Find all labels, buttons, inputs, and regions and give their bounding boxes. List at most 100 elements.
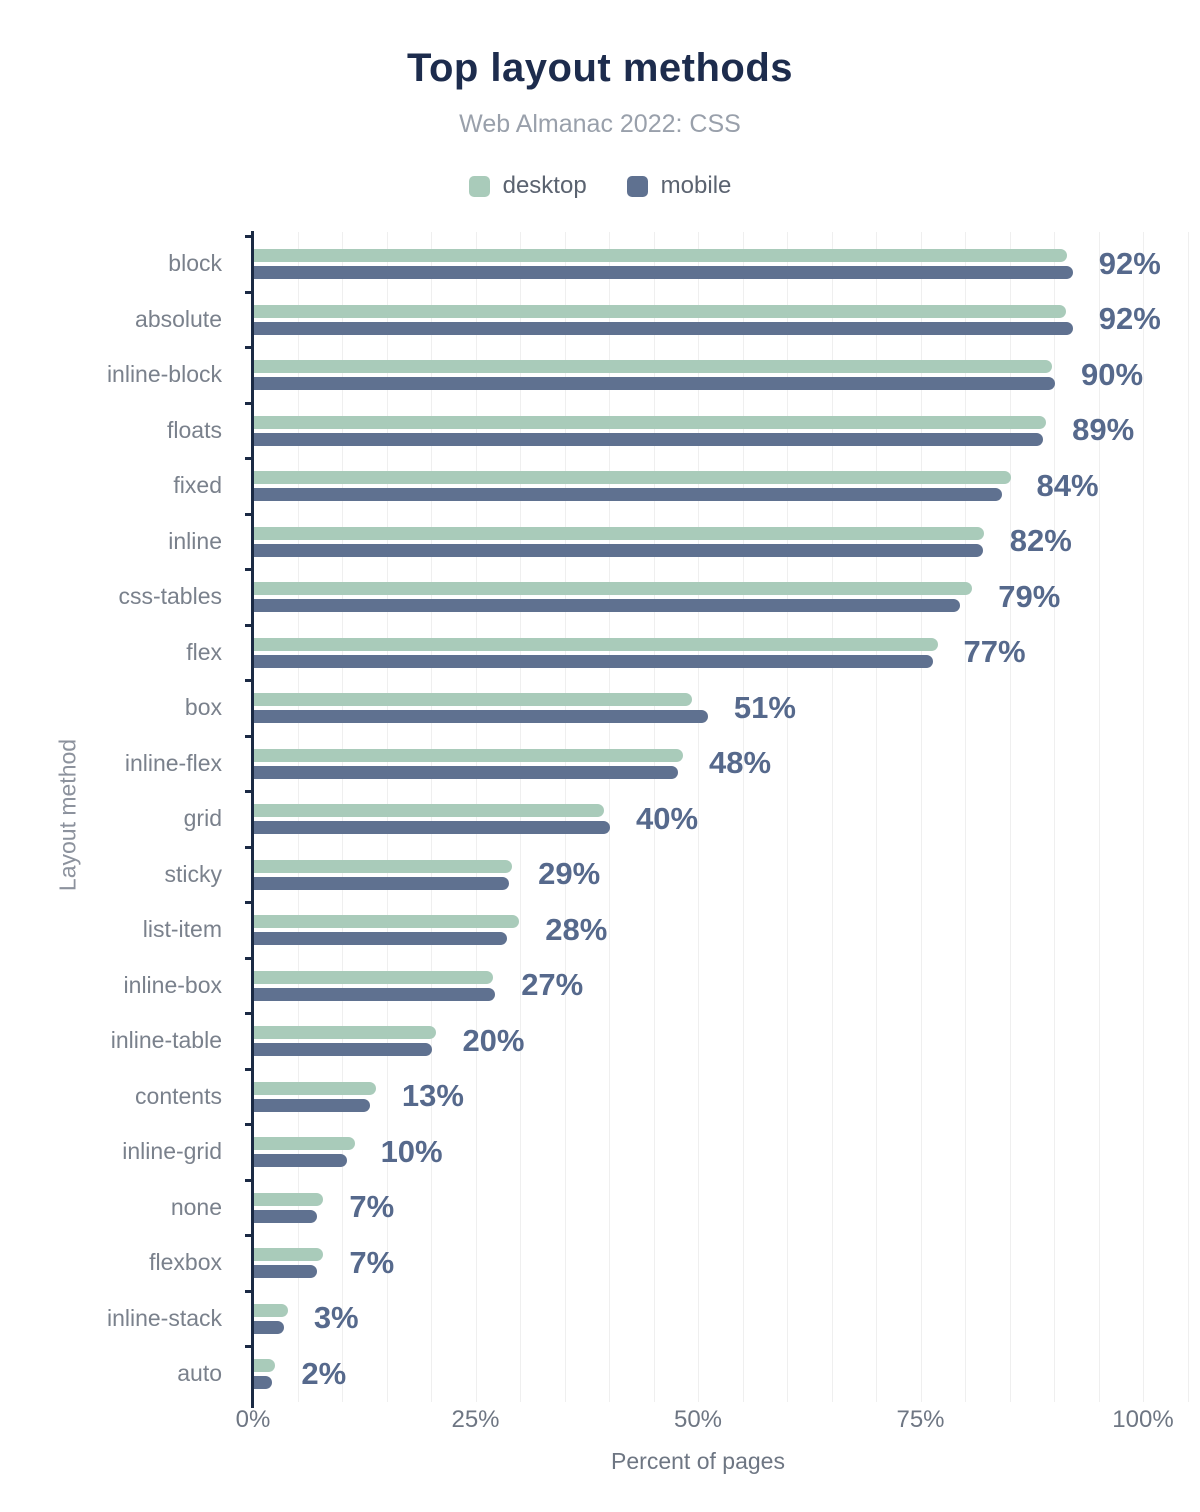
gridline bbox=[1187, 232, 1189, 1402]
legend-item-mobile[interactable]: mobile bbox=[626, 172, 732, 200]
bar-group bbox=[254, 360, 1055, 390]
bar-group bbox=[254, 1359, 276, 1389]
bar-group bbox=[254, 748, 683, 779]
bar-group bbox=[254, 1303, 288, 1334]
plot-area: block 92% absolute 92% inline-block 90% floats… bbox=[0, 231, 1200, 1408]
category-label: floats bbox=[167, 416, 222, 443]
x-tick-label: 25% bbox=[451, 1406, 500, 1433]
bar-value-label: 2% bbox=[301, 1355, 347, 1391]
bar-desktop bbox=[254, 1137, 355, 1150]
category-label: list-item bbox=[142, 916, 222, 943]
bar-mobile bbox=[254, 488, 1002, 501]
gridline bbox=[1009, 232, 1011, 1402]
bar-value-label: 3% bbox=[313, 1300, 359, 1336]
chart-row: inline-flex 48% bbox=[0, 736, 1200, 792]
bar-mobile bbox=[254, 1265, 318, 1278]
bar-group bbox=[254, 304, 1073, 335]
bar-desktop bbox=[254, 526, 984, 540]
y-axis-tick bbox=[245, 1234, 251, 1237]
y-axis-tick bbox=[245, 401, 251, 405]
bar-mobile bbox=[254, 1098, 370, 1112]
gridline bbox=[1143, 232, 1144, 1402]
bar-desktop bbox=[254, 415, 1047, 429]
gridline bbox=[876, 232, 877, 1402]
gridline bbox=[742, 232, 744, 1402]
y-axis-tick bbox=[245, 290, 251, 294]
y-axis-line bbox=[251, 231, 254, 1408]
bar-value-label: 28% bbox=[545, 911, 608, 947]
bar-group bbox=[254, 970, 496, 1001]
bar-mobile bbox=[254, 543, 983, 557]
y-axis-tick bbox=[245, 845, 251, 849]
bar-value-label: 10% bbox=[380, 1133, 443, 1169]
bar-desktop bbox=[254, 249, 1068, 262]
bar-group bbox=[254, 1026, 437, 1056]
y-axis-tick bbox=[245, 1012, 251, 1015]
bar-desktop bbox=[254, 1359, 276, 1372]
x-tick-label: 0% bbox=[235, 1406, 271, 1433]
bar-desktop bbox=[254, 304, 1066, 318]
bar-group bbox=[254, 415, 1047, 446]
category-label: flex bbox=[186, 638, 222, 665]
chart-subtitle: Web Almanac 2022: CSS bbox=[459, 110, 741, 138]
chart-row: inline-box 27% bbox=[0, 958, 1200, 1014]
bar-mobile bbox=[254, 654, 934, 668]
bar-value-label: 92% bbox=[1098, 245, 1161, 281]
chart-row: inline-table 20% bbox=[0, 1013, 1200, 1069]
bar-desktop bbox=[254, 915, 520, 928]
bar-desktop bbox=[254, 1248, 324, 1261]
bar-value-label: 7% bbox=[349, 1244, 395, 1280]
bar-group bbox=[254, 1081, 376, 1112]
legend-label-mobile: mobile bbox=[660, 172, 732, 199]
category-label: inline-flex bbox=[124, 749, 222, 776]
x-axis-ticks: 0% 25% 50% 75% 100% bbox=[0, 1406, 1200, 1436]
bar-mobile bbox=[254, 765, 678, 779]
bar-group bbox=[254, 1248, 324, 1278]
bar-desktop bbox=[254, 1303, 288, 1317]
chart-row: box 51% bbox=[0, 680, 1200, 736]
bar-mobile bbox=[254, 1320, 285, 1334]
legend: desktop mobile bbox=[0, 172, 1200, 200]
bar-value-label: 89% bbox=[1072, 412, 1135, 448]
category-label: block bbox=[168, 250, 222, 277]
category-label: contents bbox=[135, 1082, 222, 1109]
bar-value-label: 90% bbox=[1081, 356, 1144, 392]
bar-desktop bbox=[254, 360, 1053, 373]
gridline bbox=[342, 232, 343, 1402]
mobile-swatch-icon bbox=[626, 175, 648, 197]
chart-row: flex 77% bbox=[0, 625, 1200, 681]
gridline bbox=[1098, 232, 1100, 1402]
category-label: auto bbox=[177, 1360, 222, 1387]
category-label: sticky bbox=[164, 860, 223, 887]
y-axis-tick bbox=[245, 346, 251, 349]
category-label: inline-stack bbox=[106, 1304, 222, 1331]
bar-value-label: 79% bbox=[998, 578, 1061, 614]
bar-desktop bbox=[254, 1026, 437, 1039]
bar-desktop bbox=[254, 804, 604, 817]
category-label: inline-block bbox=[106, 361, 222, 388]
legend-item-desktop[interactable]: desktop bbox=[468, 172, 587, 200]
gridline bbox=[520, 232, 521, 1402]
y-axis-tick bbox=[245, 790, 251, 793]
bar-value-label: 77% bbox=[963, 634, 1026, 670]
bar-group bbox=[254, 526, 984, 557]
bar-mobile bbox=[254, 821, 610, 834]
category-label: flexbox bbox=[149, 1249, 222, 1276]
chart-row: inline 82% bbox=[0, 514, 1200, 570]
bar-value-label: 40% bbox=[636, 800, 699, 836]
bar-desktop bbox=[254, 693, 692, 706]
bar-mobile bbox=[254, 432, 1044, 446]
chart-row: auto 2% bbox=[0, 1346, 1200, 1402]
y-axis-tick bbox=[245, 1345, 251, 1348]
category-label: inline-table bbox=[110, 1027, 222, 1054]
chart-row: none 7% bbox=[0, 1180, 1200, 1236]
bar-value-label: 13% bbox=[401, 1078, 464, 1114]
chart-row: contents 13% bbox=[0, 1069, 1200, 1125]
category-label: grid bbox=[183, 805, 222, 832]
bar-desktop bbox=[254, 637, 938, 651]
chart-row: absolute 92% bbox=[0, 292, 1200, 348]
chart-row: inline-stack 3% bbox=[0, 1291, 1200, 1347]
bar-group bbox=[254, 859, 513, 890]
bar-value-label: 48% bbox=[708, 745, 772, 781]
